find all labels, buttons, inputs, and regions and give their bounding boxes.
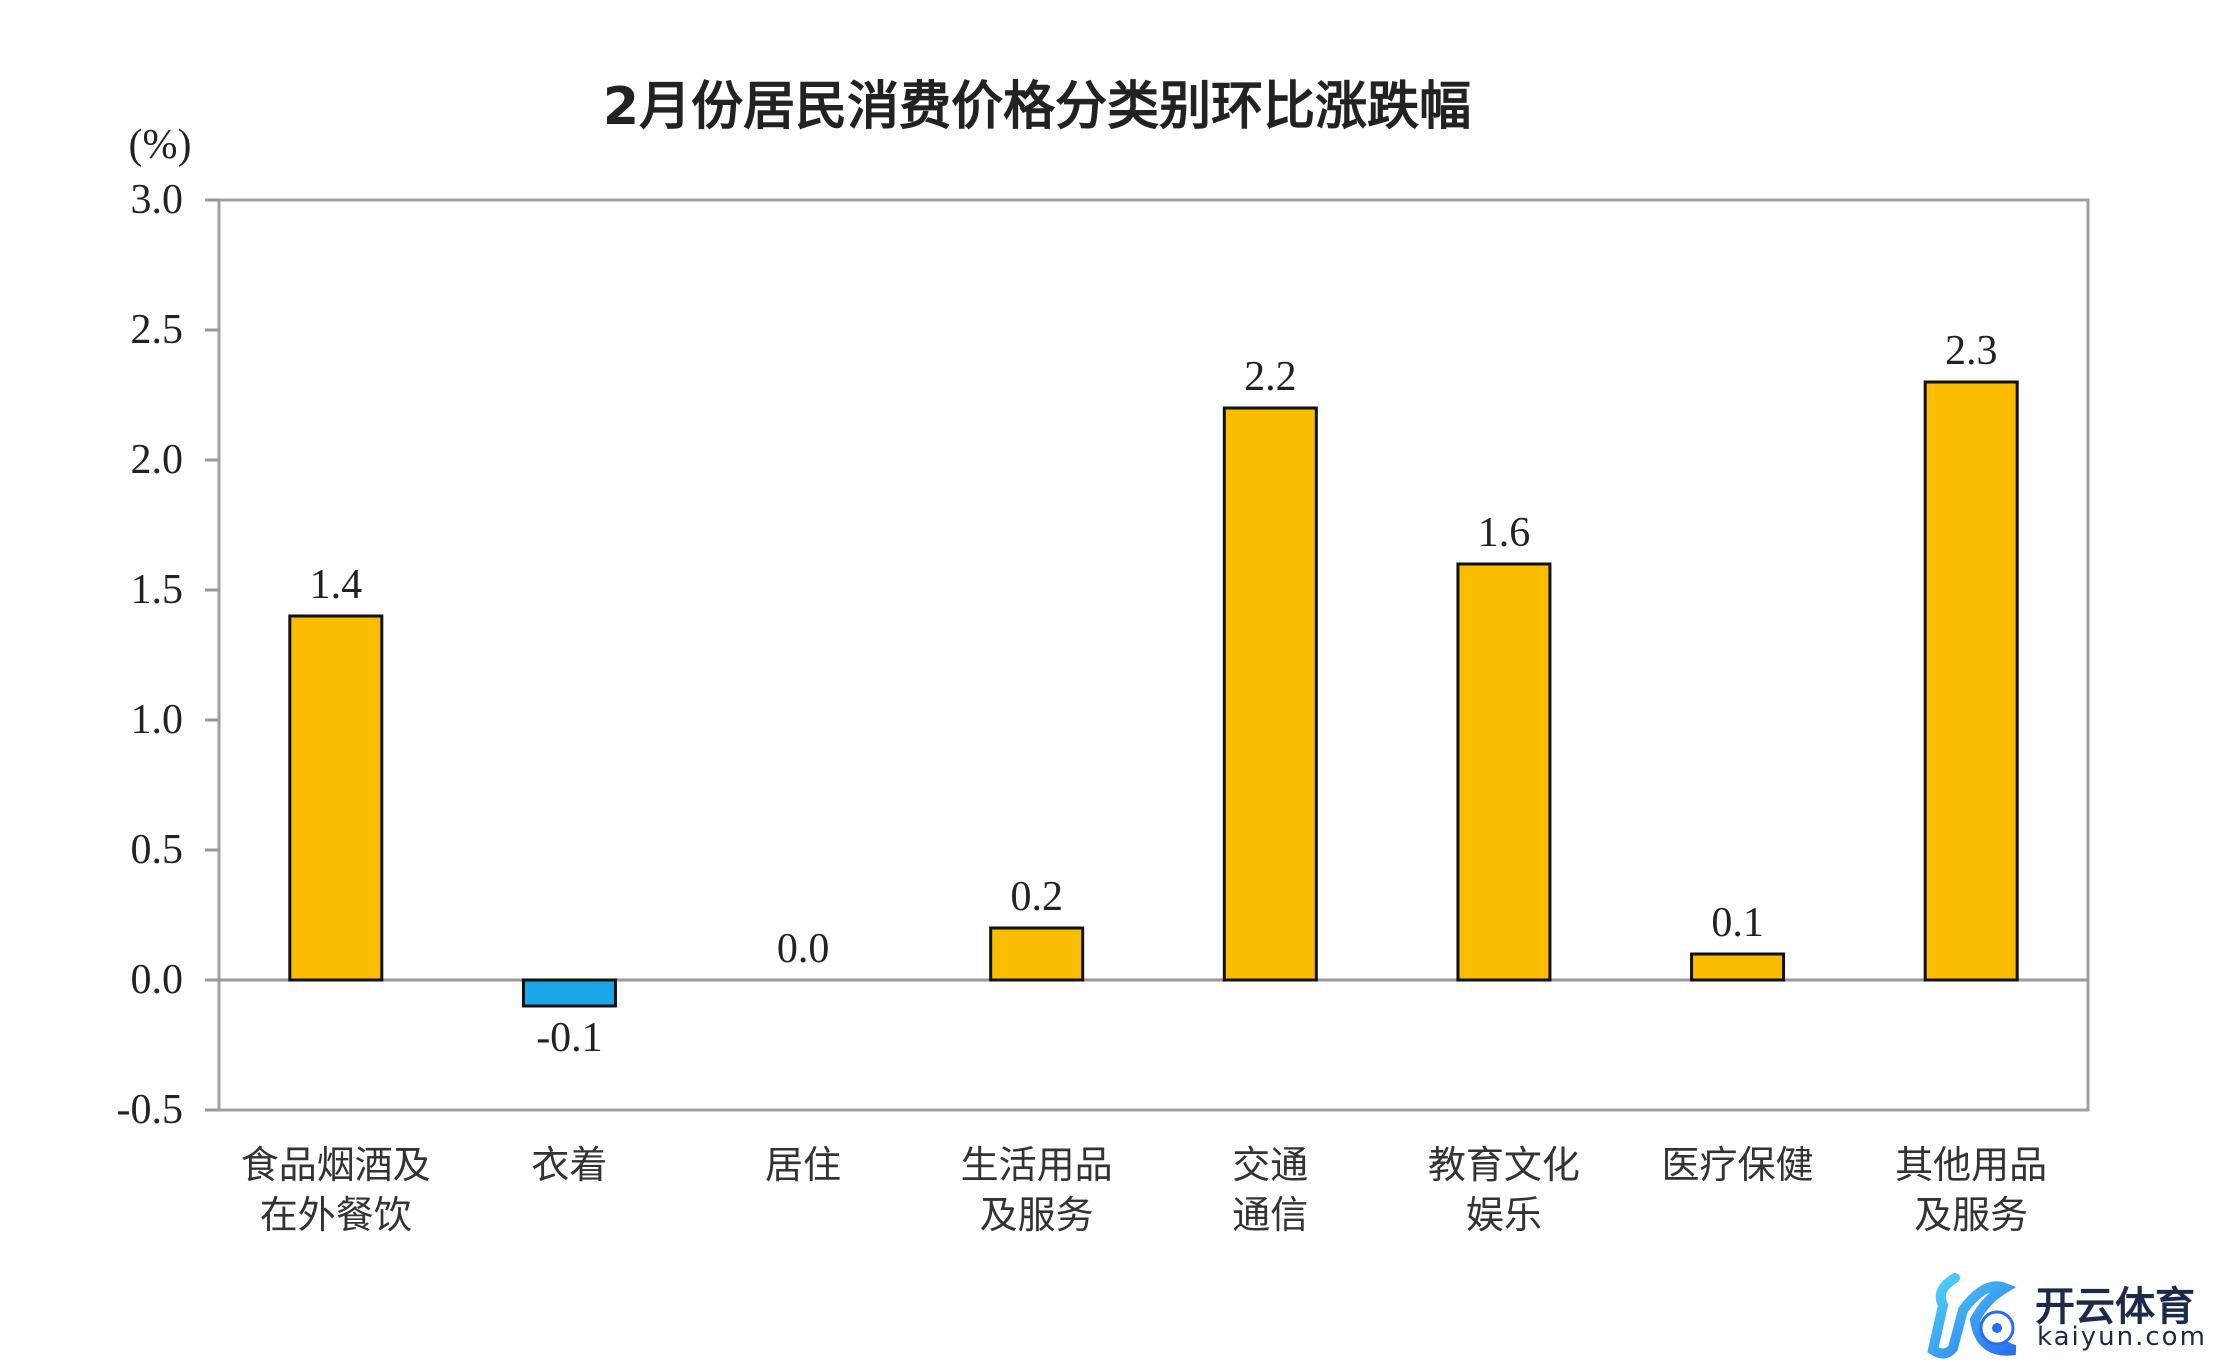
data-label: 2.3 — [1945, 328, 1998, 374]
bar — [989, 926, 1085, 982]
data-label: 2.2 — [1244, 354, 1297, 400]
category-label: 其他用品 — [1895, 1143, 2047, 1187]
bar — [1456, 562, 1552, 982]
watermark-logo: 开云体育 kaiyun.com — [1925, 1270, 2205, 1360]
chart-title: 2月份居民消费价格分类别环比涨跌幅 — [603, 77, 1471, 137]
plot-frame — [217, 198, 2090, 1112]
category-label: 通信 — [1232, 1193, 1308, 1237]
category-label: 娱乐 — [1466, 1193, 1542, 1237]
category-label: 及服务 — [1914, 1193, 2028, 1237]
category-label: 衣着 — [531, 1143, 607, 1187]
category-label: 居住 — [765, 1143, 841, 1187]
data-label: 0.1 — [1711, 900, 1764, 946]
y-tick-label: 1.0 — [131, 697, 184, 743]
kaiyun-logo-icon — [1927, 1273, 2017, 1359]
y-tick-label: -0.5 — [117, 1087, 184, 1133]
category-label: 教育文化 — [1428, 1143, 1580, 1187]
y-tick-label: 1.5 — [131, 567, 184, 613]
data-label: 0.2 — [1010, 874, 1063, 920]
bar — [288, 614, 384, 982]
data-label: 0.0 — [777, 926, 830, 972]
category-label: 食品烟酒及 — [241, 1143, 431, 1187]
watermark-brand-cn: 开云体育 — [2035, 1284, 2195, 1330]
y-tick-label: 2.0 — [131, 437, 184, 483]
category-label: 在外餐饮 — [260, 1193, 412, 1237]
watermark-brand-en: kaiyun.com — [2037, 1322, 2207, 1352]
category-label: 医疗保健 — [1662, 1143, 1814, 1187]
y-axis-unit-label: (%) — [129, 122, 192, 168]
category-label: 生活用品 — [961, 1143, 1113, 1187]
data-label: -0.1 — [536, 1015, 603, 1061]
data-label: 1.4 — [310, 562, 363, 608]
y-tick-label: 3.0 — [131, 177, 184, 223]
bar — [1690, 952, 1786, 982]
bar — [1222, 406, 1318, 982]
data-label: 1.6 — [1478, 510, 1531, 556]
y-tick-label: 0.5 — [131, 827, 184, 873]
bar — [1923, 380, 2019, 982]
y-tick-label: 2.5 — [131, 307, 184, 353]
category-label: 及服务 — [980, 1193, 1094, 1237]
category-label: 交通 — [1232, 1143, 1308, 1187]
y-tick-label: 0.0 — [131, 957, 184, 1003]
bar — [521, 978, 617, 1008]
